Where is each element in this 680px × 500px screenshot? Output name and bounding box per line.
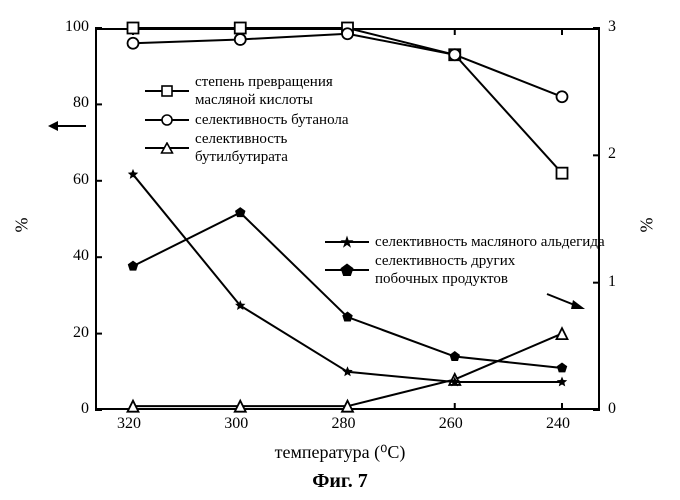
x-tick: 280 bbox=[332, 415, 356, 433]
x-tick: 300 bbox=[224, 415, 248, 433]
legend-item-label: селективность масляного альдегида bbox=[375, 233, 605, 251]
x-axis-label: температура (⁰C) bbox=[0, 442, 680, 463]
figure-caption: Фиг. 7 bbox=[0, 470, 680, 493]
square-open-icon bbox=[161, 85, 173, 97]
legend-left: степень превращениямасляной кислоты x се… bbox=[145, 72, 349, 167]
legend-item-label: селективность бутанола bbox=[195, 111, 349, 129]
y-left-tick: 100 bbox=[65, 18, 89, 36]
y-left-tick: 80 bbox=[73, 94, 89, 112]
arrow-right-icon bbox=[545, 290, 585, 312]
y-right-tick: 1 bbox=[608, 273, 616, 291]
pentagon-filled-icon bbox=[341, 264, 354, 277]
y-left-label: % bbox=[12, 218, 33, 233]
y-left-tick: 60 bbox=[73, 171, 89, 189]
x-tick: 260 bbox=[439, 415, 463, 433]
y-left-tick: 20 bbox=[73, 324, 89, 342]
legend-item-label: селективность другихпобочных продуктов bbox=[375, 252, 515, 288]
y-right-tick: 2 bbox=[608, 145, 616, 163]
legend-right: селективность масляного альдегида селект… bbox=[325, 232, 605, 289]
y-left-tick: 0 bbox=[81, 400, 89, 418]
x-tick: 320 bbox=[117, 415, 141, 433]
y-left-tick: 40 bbox=[73, 247, 89, 265]
arrow-left-icon bbox=[48, 118, 88, 134]
y-right-label: % bbox=[637, 218, 658, 233]
y-right-tick: 0 bbox=[608, 400, 616, 418]
y-right-tick: 3 bbox=[608, 18, 616, 36]
x-tick: 240 bbox=[546, 415, 570, 433]
legend-item-label: степень превращениямасляной кислоты bbox=[195, 73, 333, 109]
legend-item-label: селективностьбутилбутирата bbox=[195, 130, 288, 166]
triangle-open-icon bbox=[161, 142, 174, 154]
star-filled-icon bbox=[341, 236, 354, 249]
circle-open-icon bbox=[161, 114, 173, 126]
